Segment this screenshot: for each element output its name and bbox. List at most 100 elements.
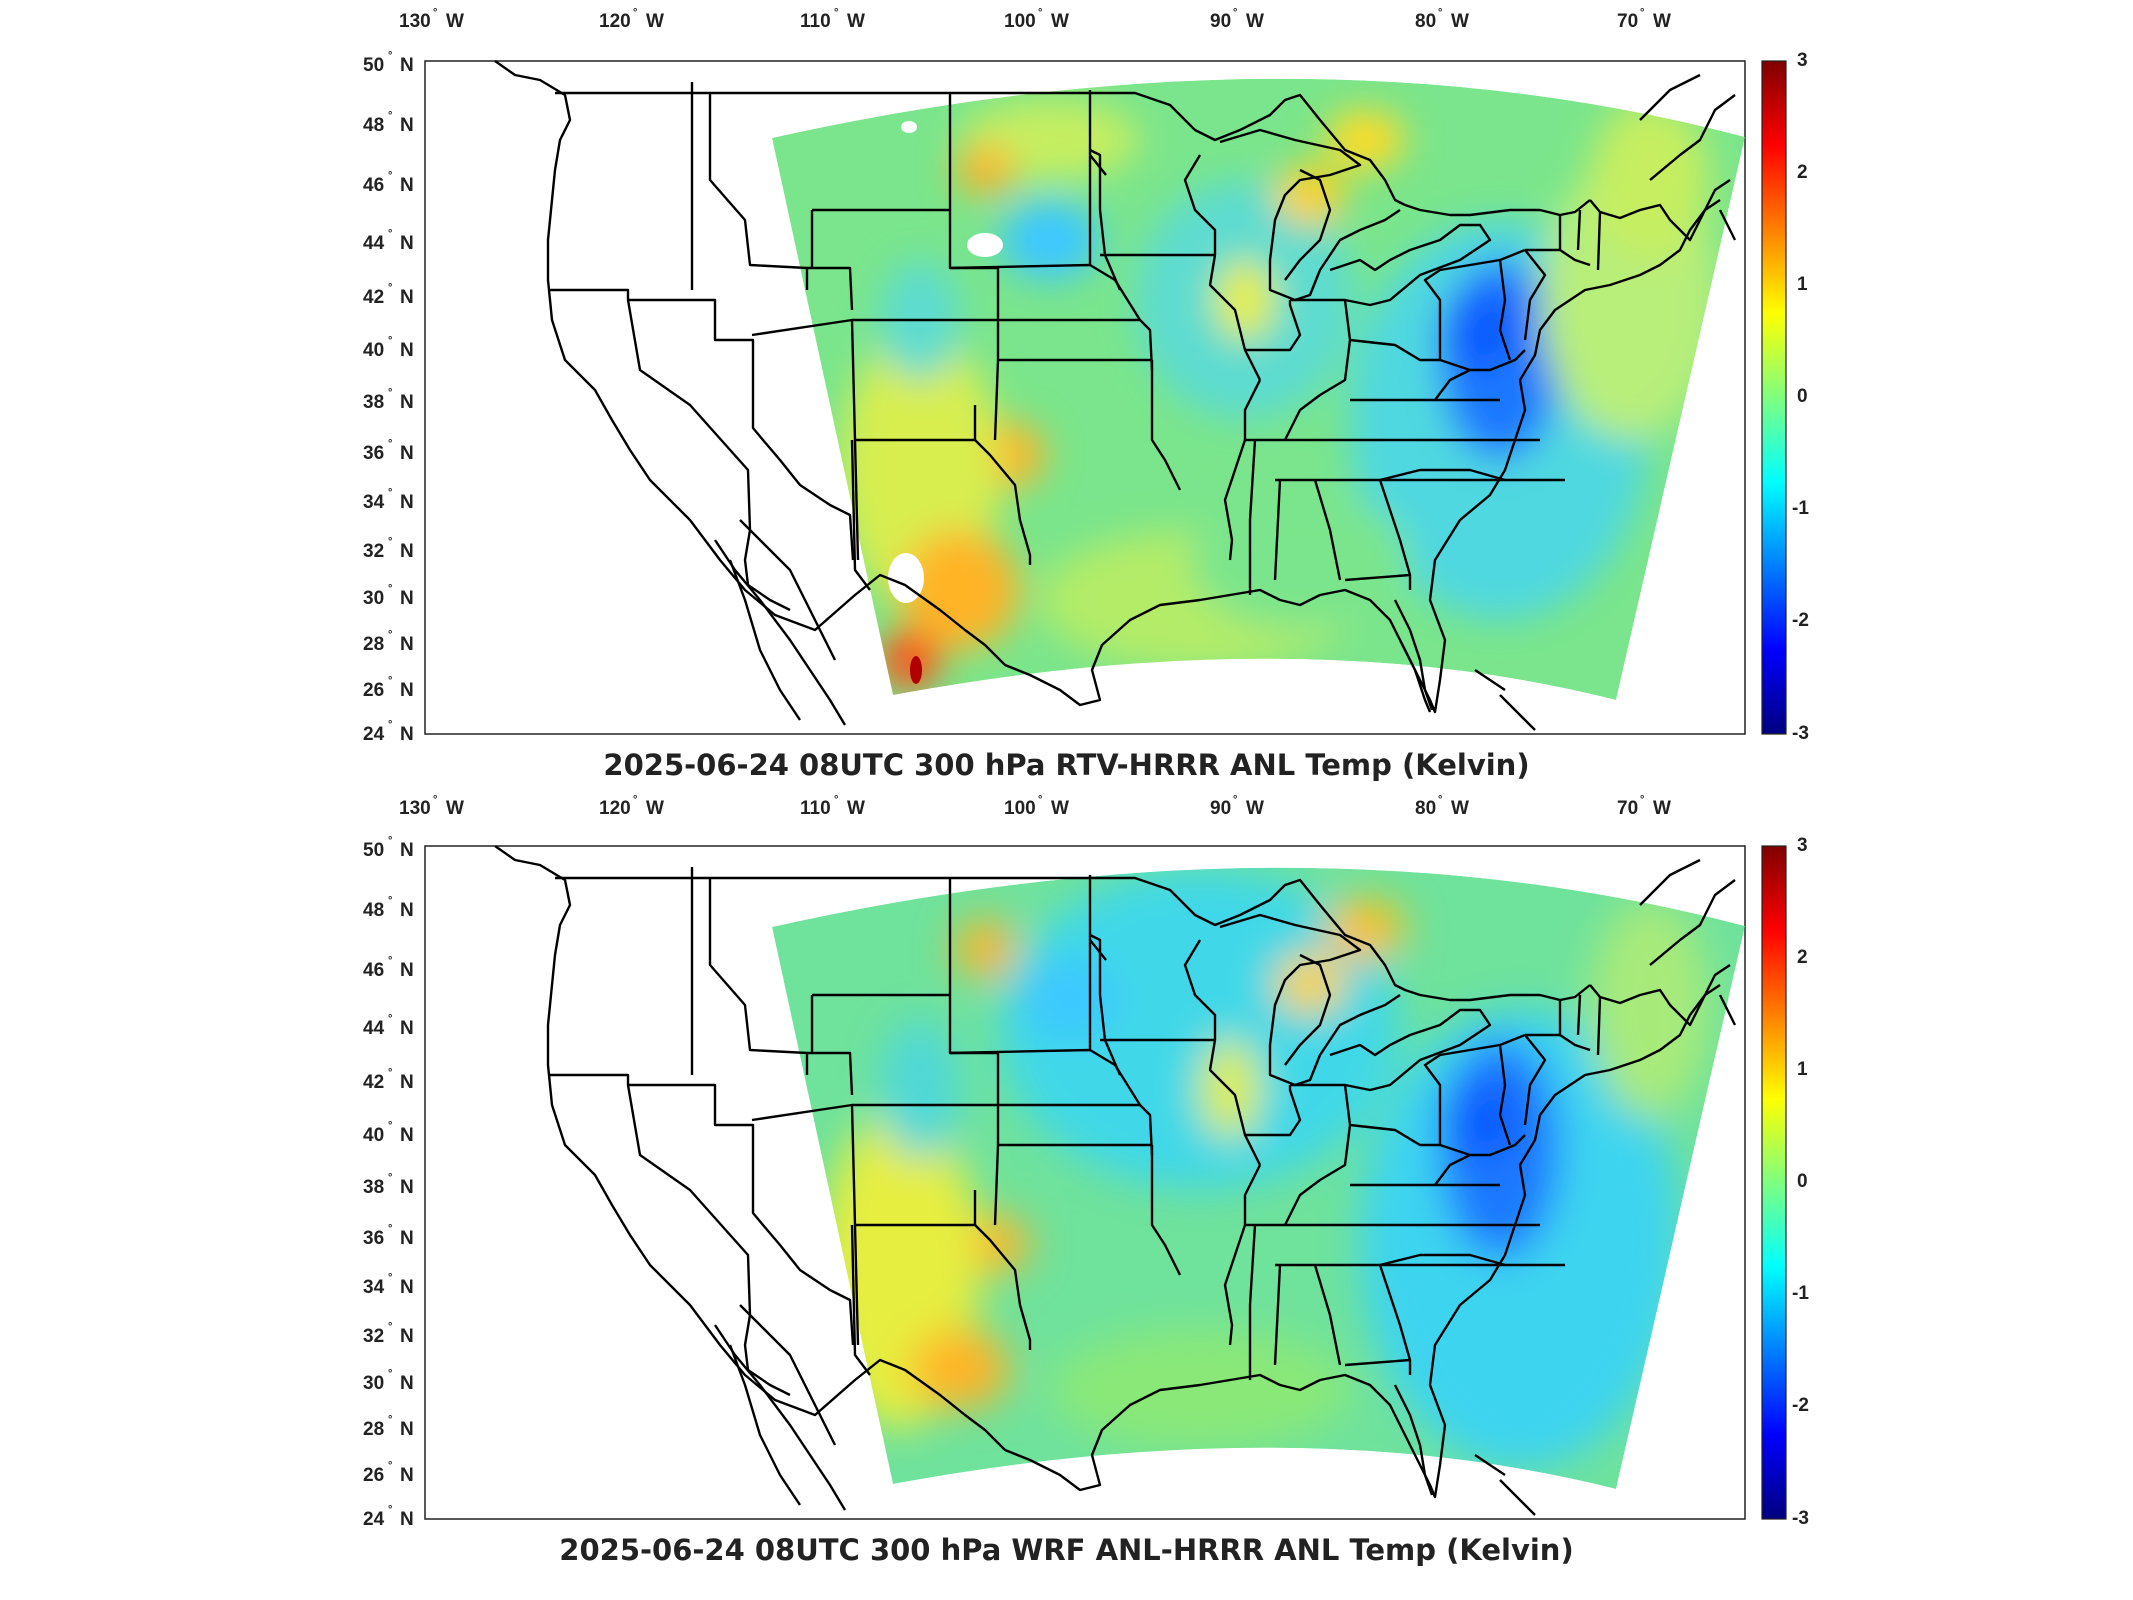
svg-text:N: N — [400, 287, 414, 308]
svg-text:30: 30 — [363, 1373, 384, 1394]
svg-text:°: ° — [388, 719, 392, 731]
svg-text:°: ° — [388, 110, 392, 122]
svg-text:°: ° — [388, 1504, 392, 1516]
svg-text:N: N — [400, 960, 414, 981]
lat-label: 40 ° N — [363, 1120, 414, 1146]
lat-label: 24 ° N — [363, 1504, 414, 1530]
svg-text:36: 36 — [363, 443, 384, 464]
svg-text:N: N — [400, 175, 414, 196]
svg-text:30: 30 — [363, 588, 384, 609]
lat-label: 34 ° N — [363, 487, 414, 513]
lon-label: 100 ° W — [1004, 794, 1069, 819]
svg-text:°: ° — [388, 387, 392, 399]
svg-text:°: ° — [388, 335, 392, 347]
svg-text:N: N — [400, 1177, 414, 1198]
svg-text:42: 42 — [363, 287, 384, 308]
svg-text:°: ° — [388, 629, 392, 641]
lat-label: 36 ° N — [363, 438, 414, 464]
svg-text:N: N — [400, 492, 414, 513]
svg-text:W: W — [646, 798, 664, 819]
svg-text:°: ° — [633, 794, 637, 806]
svg-text:°: ° — [388, 1368, 392, 1380]
svg-text:26: 26 — [363, 1465, 384, 1486]
svg-text:N: N — [400, 900, 414, 921]
svg-text:120: 120 — [599, 798, 631, 819]
svg-text:N: N — [400, 1277, 414, 1298]
svg-text:34: 34 — [363, 1277, 385, 1298]
svg-text:3: 3 — [1797, 50, 1808, 71]
svg-text:110: 110 — [800, 11, 831, 32]
svg-text:W: W — [446, 798, 464, 819]
svg-text:46: 46 — [363, 175, 384, 196]
temperature-difference-field — [772, 867, 1745, 1489]
svg-text:1: 1 — [1797, 274, 1808, 295]
lat-label: 44 ° N — [363, 228, 414, 254]
svg-text:90: 90 — [1210, 11, 1231, 32]
map-title: 2025-06-24 08UTC 300 hPa WRF ANL-HRRR AN… — [559, 1533, 1574, 1567]
svg-text:-2: -2 — [1792, 1395, 1809, 1416]
lon-label: 120 ° W — [599, 7, 664, 32]
svg-text:2: 2 — [1797, 947, 1808, 968]
lat-label: 46 ° N — [363, 955, 414, 981]
svg-text:N: N — [400, 1509, 414, 1530]
svg-text:°: ° — [433, 7, 437, 19]
svg-text:50: 50 — [363, 840, 384, 861]
svg-text:2: 2 — [1797, 162, 1808, 183]
lon-label: 110 ° W — [800, 7, 865, 32]
svg-text:°: ° — [388, 1272, 392, 1284]
lat-label: 32 ° N — [363, 536, 414, 562]
svg-text:110: 110 — [800, 798, 831, 819]
political-boundaries — [494, 845, 1737, 1516]
lon-label: 90 ° W — [1210, 794, 1264, 819]
svg-text:32: 32 — [363, 541, 384, 562]
lat-label: 34 ° N — [363, 1272, 414, 1298]
svg-text:90: 90 — [1210, 798, 1231, 819]
lon-label: 70 ° W — [1617, 7, 1671, 32]
svg-text:W: W — [1451, 11, 1469, 32]
svg-text:°: ° — [1640, 794, 1644, 806]
lon-label: 80 ° W — [1415, 7, 1469, 32]
svg-text:°: ° — [388, 50, 392, 62]
svg-text:-1: -1 — [1792, 1283, 1809, 1304]
svg-text:32: 32 — [363, 1326, 384, 1347]
lon-label: 130 ° W — [399, 7, 464, 32]
svg-text:0: 0 — [1797, 386, 1808, 407]
svg-text:70: 70 — [1617, 798, 1638, 819]
svg-text:N: N — [400, 1373, 414, 1394]
svg-text:W: W — [446, 11, 464, 32]
svg-text:°: ° — [1438, 7, 1442, 19]
lat-label: 40 ° N — [363, 335, 414, 361]
svg-text:N: N — [400, 115, 414, 136]
svg-text:°: ° — [1038, 7, 1042, 19]
svg-text:38: 38 — [363, 392, 384, 413]
map-panel-wrf: 130 ° W 120 ° W 110 ° W 100 ° W 90 ° W 80 ° W 70 ° W 5… — [0, 789, 2133, 1600]
svg-text:W: W — [1653, 11, 1671, 32]
svg-text:°: ° — [388, 1067, 392, 1079]
svg-text:34: 34 — [363, 492, 385, 513]
svg-text:N: N — [400, 340, 414, 361]
lon-label: 90 ° W — [1210, 7, 1264, 32]
lat-label: 32 ° N — [363, 1321, 414, 1347]
svg-text:°: ° — [388, 1414, 392, 1426]
lat-label: 38 ° N — [363, 1172, 414, 1198]
svg-text:-1: -1 — [1792, 498, 1809, 519]
lon-label: 120 ° W — [599, 794, 664, 819]
svg-text:40: 40 — [363, 1125, 384, 1146]
svg-text:W: W — [847, 798, 865, 819]
longitude-labels: 130 ° W 120 ° W 110 ° W 100 ° W 90 ° — [399, 7, 1671, 32]
svg-text:50: 50 — [363, 55, 384, 76]
colorbar-ticks: 3 2 1 0 -1 -2 -3 — [1792, 835, 1809, 1529]
svg-text:24: 24 — [363, 1509, 385, 1530]
svg-text:°: ° — [388, 1321, 392, 1333]
svg-text:N: N — [400, 1228, 414, 1249]
svg-text:44: 44 — [363, 233, 385, 254]
svg-text:°: ° — [388, 282, 392, 294]
lat-label: 48 ° N — [363, 895, 414, 921]
lat-label: 28 ° N — [363, 629, 414, 655]
svg-text:W: W — [1051, 798, 1069, 819]
longitude-labels: 130 ° W 120 ° W 110 ° W 100 ° W 90 ° W 80 ° W 70 ° W — [399, 794, 1671, 819]
colorbar: 3 2 1 0 -1 -2 -3 — [1761, 50, 1809, 744]
svg-text:48: 48 — [363, 115, 384, 136]
lon-label: 130 ° W — [399, 794, 464, 819]
lat-label: 24 ° N — [363, 719, 414, 745]
